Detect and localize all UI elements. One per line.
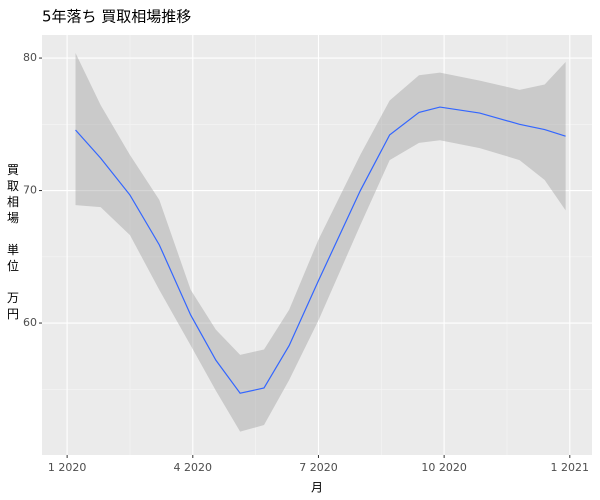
y-tick-label: 80	[23, 51, 37, 64]
x-tick-label: 7 2020	[299, 461, 338, 474]
confidence-band	[75, 53, 566, 432]
panel	[42, 35, 592, 455]
smooth-line	[75, 106, 566, 394]
y-axis-title: 買取相場 単位 万円	[7, 163, 19, 321]
x-tick-label: 1 2021	[551, 461, 590, 474]
x-tick-label: 4 2020	[174, 461, 213, 474]
y-tick-label: 70	[23, 184, 37, 197]
chart-title: 5年落ち 買取相場推移	[42, 8, 191, 26]
x-axis-title: 月	[311, 481, 323, 495]
x-tick-label: 10 2020	[421, 461, 467, 474]
x-tick-label: 1 2020	[48, 461, 87, 474]
y-tick-label: 60	[23, 316, 37, 329]
